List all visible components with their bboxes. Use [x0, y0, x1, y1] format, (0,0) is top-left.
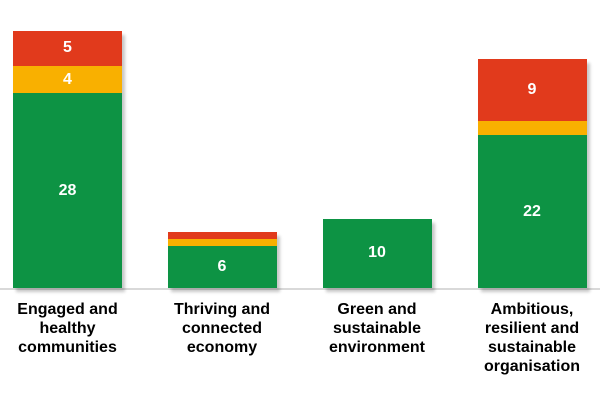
segment-red-4: 9 [477, 58, 587, 122]
segment-green-3: 10 [322, 218, 432, 288]
bar-2: 6 [167, 232, 277, 288]
category-label-2: Thriving and connected economy [174, 301, 270, 356]
data-label-amber-1: 4 [63, 70, 72, 88]
data-label-green-2: 6 [217, 258, 227, 276]
bar-1: 5 4 28 [13, 30, 122, 288]
segment-green-2: 6 [167, 246, 277, 288]
data-label-green-3: 10 [368, 244, 386, 262]
segment-green-1: 28 [13, 93, 122, 288]
segment-amber-2 [167, 239, 277, 247]
segment-amber-4 [477, 121, 587, 136]
bar-4: 9 22 [477, 58, 587, 288]
data-label-green-1: 28 [58, 181, 77, 199]
segment-green-4: 22 [477, 135, 587, 288]
x-axis-line [0, 288, 600, 290]
segment-amber-1: 4 [13, 65, 122, 94]
category-label-1: Engaged and healthy communities [17, 301, 118, 356]
segment-red-1: 5 [13, 30, 122, 66]
segment-red-2 [167, 232, 277, 240]
bar-3: 10 [322, 218, 432, 288]
data-label-red-1: 5 [63, 39, 72, 57]
data-label-green-4: 22 [523, 202, 541, 220]
category-label-3: Green and sustainable environment [328, 301, 425, 356]
data-label-red-4: 9 [527, 80, 537, 98]
category-label-4: Ambitious, resilient and sustainable org… [483, 301, 580, 375]
